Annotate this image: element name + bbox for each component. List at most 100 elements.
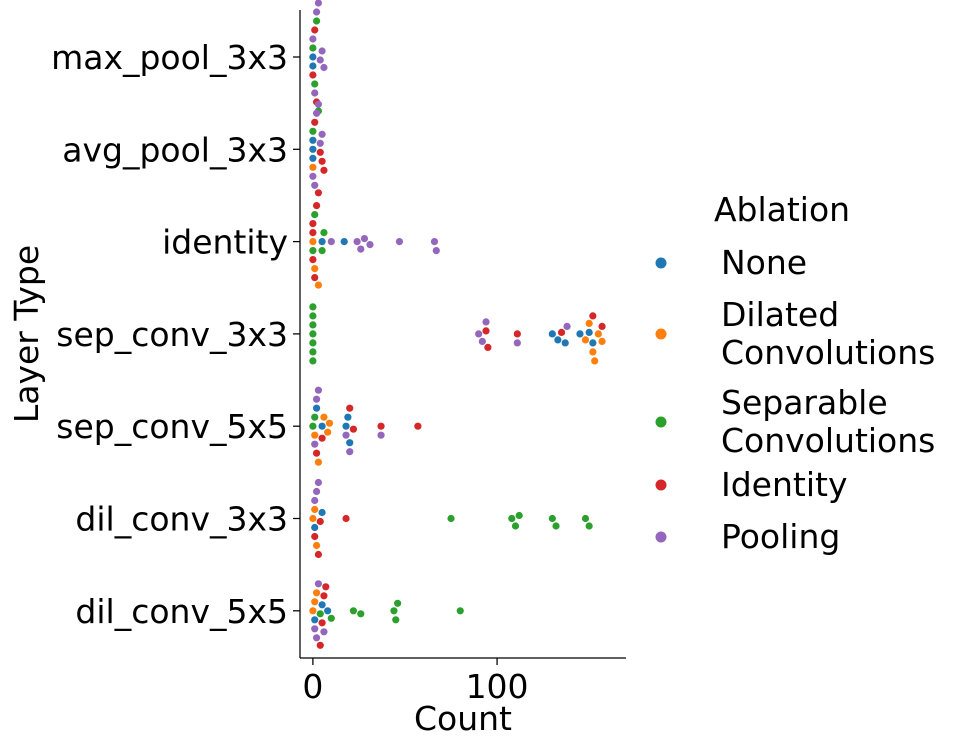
y-tick-label: dil_conv_5x5 xyxy=(75,592,288,631)
data-point-separable-convolutions xyxy=(392,616,400,624)
data-point-dilated-convolutions xyxy=(325,419,334,427)
plot-area: max_pool_3x3 avg_pool_3x3 identity sep_conv… xyxy=(51,0,626,706)
data-point-none xyxy=(309,154,317,162)
data-point-pooling xyxy=(311,89,319,97)
data-point-separable-convolutions xyxy=(327,614,335,622)
y-tick-label: identity xyxy=(162,223,288,262)
data-point-identity xyxy=(309,71,317,79)
data-point-separable-convolutions xyxy=(316,610,324,618)
data-point-none xyxy=(309,145,317,153)
data-point-identity xyxy=(316,641,324,649)
data-point-separable-convolutions xyxy=(312,17,321,25)
data-point-pooling xyxy=(430,238,439,246)
data-point-pooling xyxy=(482,318,490,326)
data-point-none xyxy=(576,330,584,338)
data-point-pooling xyxy=(311,440,319,448)
data-point-identity xyxy=(318,619,326,627)
legend-label: Separable xyxy=(721,383,888,422)
data-point-pooling xyxy=(314,580,323,588)
data-point-pooling xyxy=(366,241,374,249)
data-points xyxy=(309,0,606,649)
legend-entries: NoneDilatedConvolutionsSeparableConvolut… xyxy=(655,243,935,556)
data-point-identity xyxy=(311,274,319,282)
data-point-none xyxy=(344,413,352,421)
data-point-pooling xyxy=(360,235,369,243)
data-point-separable-convolutions xyxy=(309,321,317,329)
data-point-pooling xyxy=(475,330,483,338)
data-point-separable-convolutions xyxy=(309,357,317,365)
data-point-none xyxy=(589,339,597,347)
data-point-none xyxy=(312,404,321,412)
data-point-pooling xyxy=(311,625,319,633)
data-point-identity xyxy=(484,343,492,351)
data-point-separable-convolutions xyxy=(585,522,593,530)
data-point-identity xyxy=(482,327,490,335)
data-point-pooling xyxy=(320,628,328,636)
data-point-pooling xyxy=(513,339,521,347)
data-point-separable-convolutions xyxy=(311,211,319,219)
data-point-dilated-convolutions xyxy=(589,348,597,356)
legend-marker-pooling xyxy=(655,531,667,543)
data-point-none xyxy=(548,330,556,338)
data-point-identity xyxy=(311,532,319,541)
data-point-dilated-convolutions xyxy=(598,337,606,345)
data-point-pooling xyxy=(309,35,317,43)
data-point-separable-convolutions xyxy=(515,511,523,520)
data-point-identity xyxy=(342,514,350,523)
data-point-separable-convolutions xyxy=(511,522,520,530)
data-point-pooling xyxy=(327,238,335,246)
data-point-identity xyxy=(316,517,324,526)
y-tick-label: max_pool_3x3 xyxy=(51,38,288,77)
data-point-separable-convolutions xyxy=(394,599,402,607)
data-point-pooling xyxy=(312,8,321,16)
data-point-dilated-convolutions xyxy=(311,505,319,514)
data-point-pooling xyxy=(342,431,350,439)
data-point-separable-convolutions xyxy=(552,522,560,530)
data-point-pooling xyxy=(318,47,326,55)
legend-label: Convolutions xyxy=(721,333,935,372)
data-point-identity xyxy=(309,220,317,228)
data-point-none xyxy=(340,238,348,246)
data-point-dilated-convolutions xyxy=(309,238,317,246)
data-point-identity xyxy=(557,328,566,336)
data-point-identity xyxy=(314,189,323,197)
data-point-dilated-convolutions xyxy=(585,319,593,327)
data-point-separable-convolutions xyxy=(309,44,317,52)
data-point-dilated-convolutions xyxy=(311,431,319,439)
data-point-pooling xyxy=(395,238,404,246)
data-point-identity xyxy=(322,583,330,591)
data-point-identity xyxy=(311,118,319,126)
y-tick-label: sep_conv_5x5 xyxy=(56,407,288,446)
data-point-identity xyxy=(513,330,521,338)
data-point-pooling xyxy=(314,100,323,108)
data-point-pooling xyxy=(312,395,321,403)
data-point-dilated-convolutions xyxy=(591,357,599,365)
data-point-identity xyxy=(589,312,597,320)
data-point-separable-convolutions xyxy=(309,330,317,338)
data-point-dilated-convolutions xyxy=(309,163,317,171)
data-point-none xyxy=(324,607,332,615)
data-point-pooling xyxy=(316,56,324,64)
data-point-none xyxy=(342,422,350,430)
data-point-identity xyxy=(598,322,606,330)
data-point-dilated-convolutions xyxy=(309,514,317,523)
data-point-pooling xyxy=(357,245,365,253)
data-point-pooling xyxy=(312,487,321,496)
y-ticks: max_pool_3x3 avg_pool_3x3 identity sep_conv… xyxy=(51,38,300,631)
data-point-none xyxy=(318,508,326,517)
data-point-pooling xyxy=(311,181,319,189)
legend-label: Pooling xyxy=(721,517,840,556)
data-point-pooling xyxy=(309,172,317,180)
x-tick-label: 100 xyxy=(466,667,529,706)
y-tick-label: avg_pool_3x3 xyxy=(62,130,288,169)
data-point-dilated-convolutions xyxy=(594,330,602,338)
data-point-none xyxy=(309,136,317,144)
data-point-none xyxy=(311,523,319,532)
data-point-identity xyxy=(311,26,319,34)
data-point-pooling xyxy=(311,496,319,505)
x-ticks: 0 100 xyxy=(302,658,529,706)
data-point-pooling xyxy=(478,337,486,345)
data-point-identity xyxy=(312,449,321,457)
data-point-identity xyxy=(318,157,326,165)
